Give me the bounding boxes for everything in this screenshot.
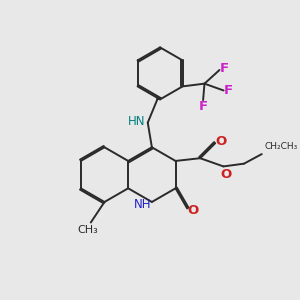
Text: O: O: [188, 204, 199, 217]
Text: O: O: [220, 168, 232, 181]
Text: HN: HN: [128, 115, 145, 128]
Text: F: F: [220, 62, 229, 75]
Text: O: O: [216, 135, 227, 148]
Text: F: F: [224, 84, 233, 97]
Text: F: F: [199, 100, 208, 113]
Text: CH₂CH₃: CH₂CH₃: [265, 142, 298, 151]
Text: NH: NH: [134, 198, 151, 211]
Text: CH₃: CH₃: [78, 225, 98, 235]
